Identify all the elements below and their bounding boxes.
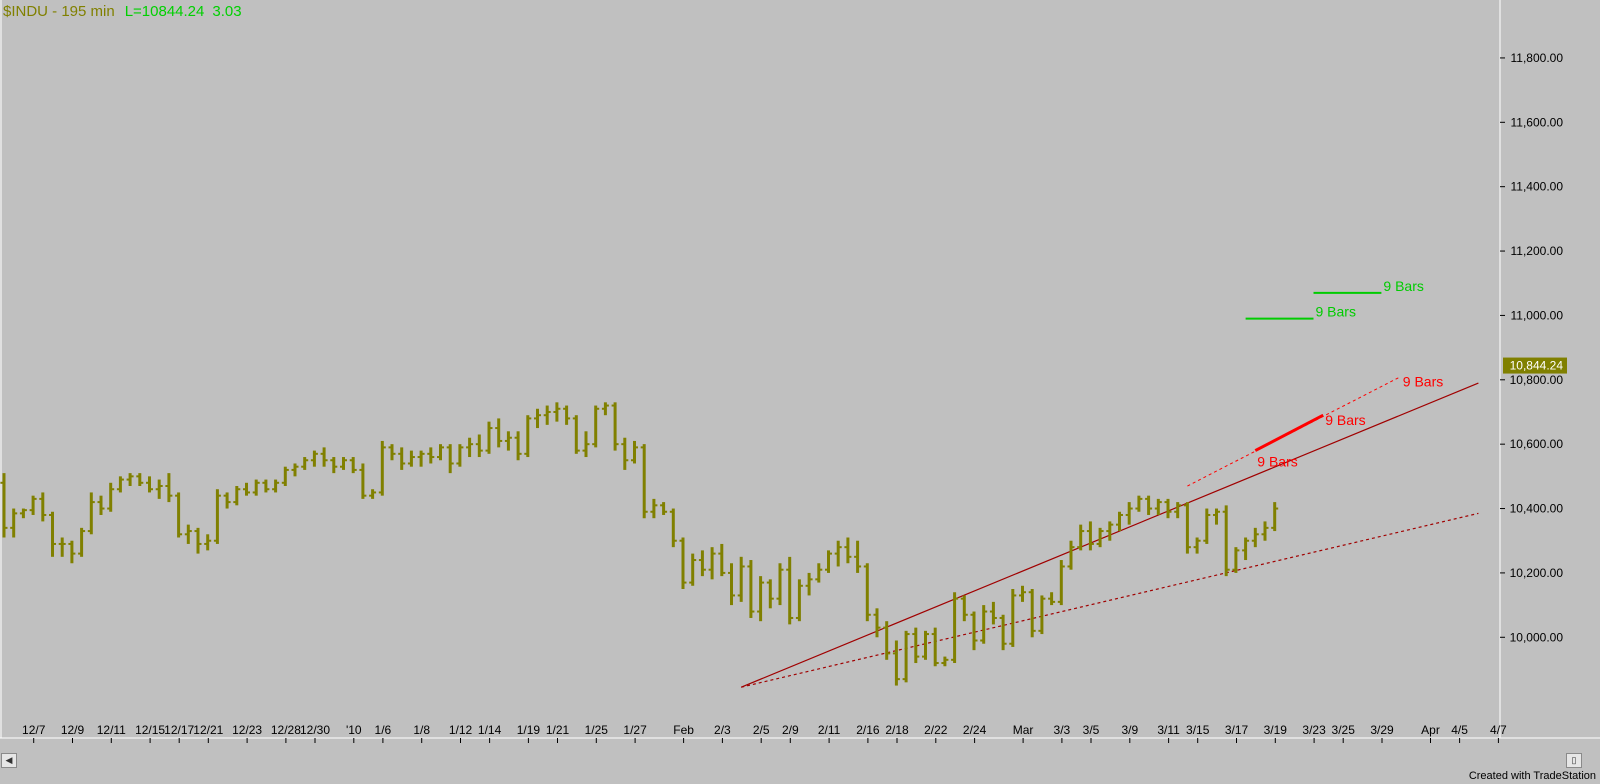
x-tick-label: 12/15 bbox=[135, 723, 165, 737]
horizontal-scrollbar[interactable]: ◀ ▯ bbox=[0, 752, 1600, 768]
y-tick-label: 10,600.00 bbox=[1510, 437, 1564, 451]
x-tick-label: 3/3 bbox=[1054, 723, 1071, 737]
x-tick-label: 2/3 bbox=[714, 723, 731, 737]
x-tick-label: '10 bbox=[346, 723, 362, 737]
x-tick-label: 4/7 bbox=[1490, 723, 1507, 737]
x-tick-label: 12/7 bbox=[22, 723, 46, 737]
x-tick-label: 12/17 bbox=[164, 723, 194, 737]
scroll-right-thumb[interactable]: ▯ bbox=[1566, 753, 1582, 768]
green-projection-label: 9 Bars bbox=[1316, 304, 1356, 320]
x-tick-label: 1/8 bbox=[413, 723, 430, 737]
red-dashed-projection bbox=[1187, 376, 1402, 487]
x-tick-label: 2/5 bbox=[753, 723, 770, 737]
red-projection-label: 9 Bars bbox=[1257, 454, 1297, 470]
y-tick-label: 11,800.00 bbox=[1511, 51, 1564, 65]
x-tick-label: Apr bbox=[1421, 723, 1440, 737]
price-chart[interactable]: 10,000.00 10,200.00 10,400.00 10,600.00 10,8… bbox=[0, 0, 1600, 752]
net-change-label: 3.03 bbox=[212, 3, 242, 20]
x-tick-label: 3/9 bbox=[1121, 723, 1138, 737]
dashed-trendline bbox=[741, 512, 1479, 688]
x-tick-label: 3/29 bbox=[1370, 723, 1394, 737]
last-price-tag-label: 10,844.24 bbox=[1510, 359, 1564, 373]
x-tick-label: 12/9 bbox=[61, 723, 85, 737]
red-projection-line bbox=[1254, 413, 1324, 452]
red-projection-label: 9 Bars bbox=[1325, 412, 1365, 428]
x-tick-label: 12/23 bbox=[232, 723, 262, 737]
last-price-tag bbox=[1503, 357, 1567, 374]
x-tick-label: 2/22 bbox=[924, 723, 948, 737]
x-tick-label: 1/25 bbox=[585, 723, 609, 737]
red-projection-label: 9 Bars bbox=[1403, 374, 1443, 390]
x-tick-label: 1/19 bbox=[517, 723, 541, 737]
x-tick-label: 1/14 bbox=[478, 723, 502, 737]
x-tick-label: 2/18 bbox=[885, 723, 909, 737]
x-tick-label: 1/6 bbox=[375, 723, 392, 737]
y-tick-label: 11,200.00 bbox=[1511, 244, 1564, 258]
last-price-label: L=10844.24 bbox=[124, 3, 205, 20]
x-tick-label: 12/30 bbox=[300, 723, 330, 737]
x-tick-label: 3/5 bbox=[1083, 723, 1100, 737]
y-tick-label: 10,800.00 bbox=[1510, 373, 1564, 387]
x-tick-label: Mar bbox=[1013, 723, 1034, 737]
symbol-label: $INDU - 195 min bbox=[3, 3, 115, 20]
x-tick-label: 3/17 bbox=[1225, 723, 1249, 737]
x-tick-label: 12/11 bbox=[97, 723, 126, 737]
x-tick-label: 3/11 bbox=[1157, 723, 1180, 737]
x-tick-label: 1/12 bbox=[449, 723, 473, 737]
x-tick-label: 12/28 bbox=[271, 723, 301, 737]
tradestation-credit: Created with TradeStation bbox=[1468, 770, 1596, 782]
green-projection-label: 9 Bars bbox=[1383, 278, 1423, 294]
x-tick-label: 3/19 bbox=[1264, 723, 1288, 737]
x-tick-label: Feb bbox=[673, 723, 694, 737]
x-tick-label: 3/25 bbox=[1332, 723, 1356, 737]
x-tick-label: 2/24 bbox=[963, 723, 987, 737]
y-tick-label: 10,000.00 bbox=[1510, 630, 1564, 644]
y-tick-label: 11,400.00 bbox=[1511, 180, 1564, 194]
x-tick-label: 2/9 bbox=[782, 723, 799, 737]
x-tick-label: 2/11 bbox=[818, 723, 841, 737]
scroll-left-arrow-icon[interactable]: ◀ bbox=[1, 753, 17, 768]
y-tick-label: 11,600.00 bbox=[1511, 115, 1564, 129]
y-tick-label: 10,200.00 bbox=[1510, 566, 1564, 580]
x-tick-label: 12/21 bbox=[193, 723, 223, 737]
x-tick-label: 4/5 bbox=[1451, 723, 1468, 737]
y-tick-label: 10,400.00 bbox=[1510, 502, 1564, 516]
y-tick-label: 11,000.00 bbox=[1511, 308, 1564, 322]
x-tick-label: 3/15 bbox=[1186, 723, 1210, 737]
x-tick-label: 2/16 bbox=[856, 723, 880, 737]
x-tick-label: 1/27 bbox=[623, 723, 647, 737]
chart-header: $INDU - 195 min L=10844.24 3.03 bbox=[3, 3, 242, 20]
x-tick-label: 1/21 bbox=[546, 723, 570, 737]
x-tick-label: 3/23 bbox=[1302, 723, 1326, 737]
